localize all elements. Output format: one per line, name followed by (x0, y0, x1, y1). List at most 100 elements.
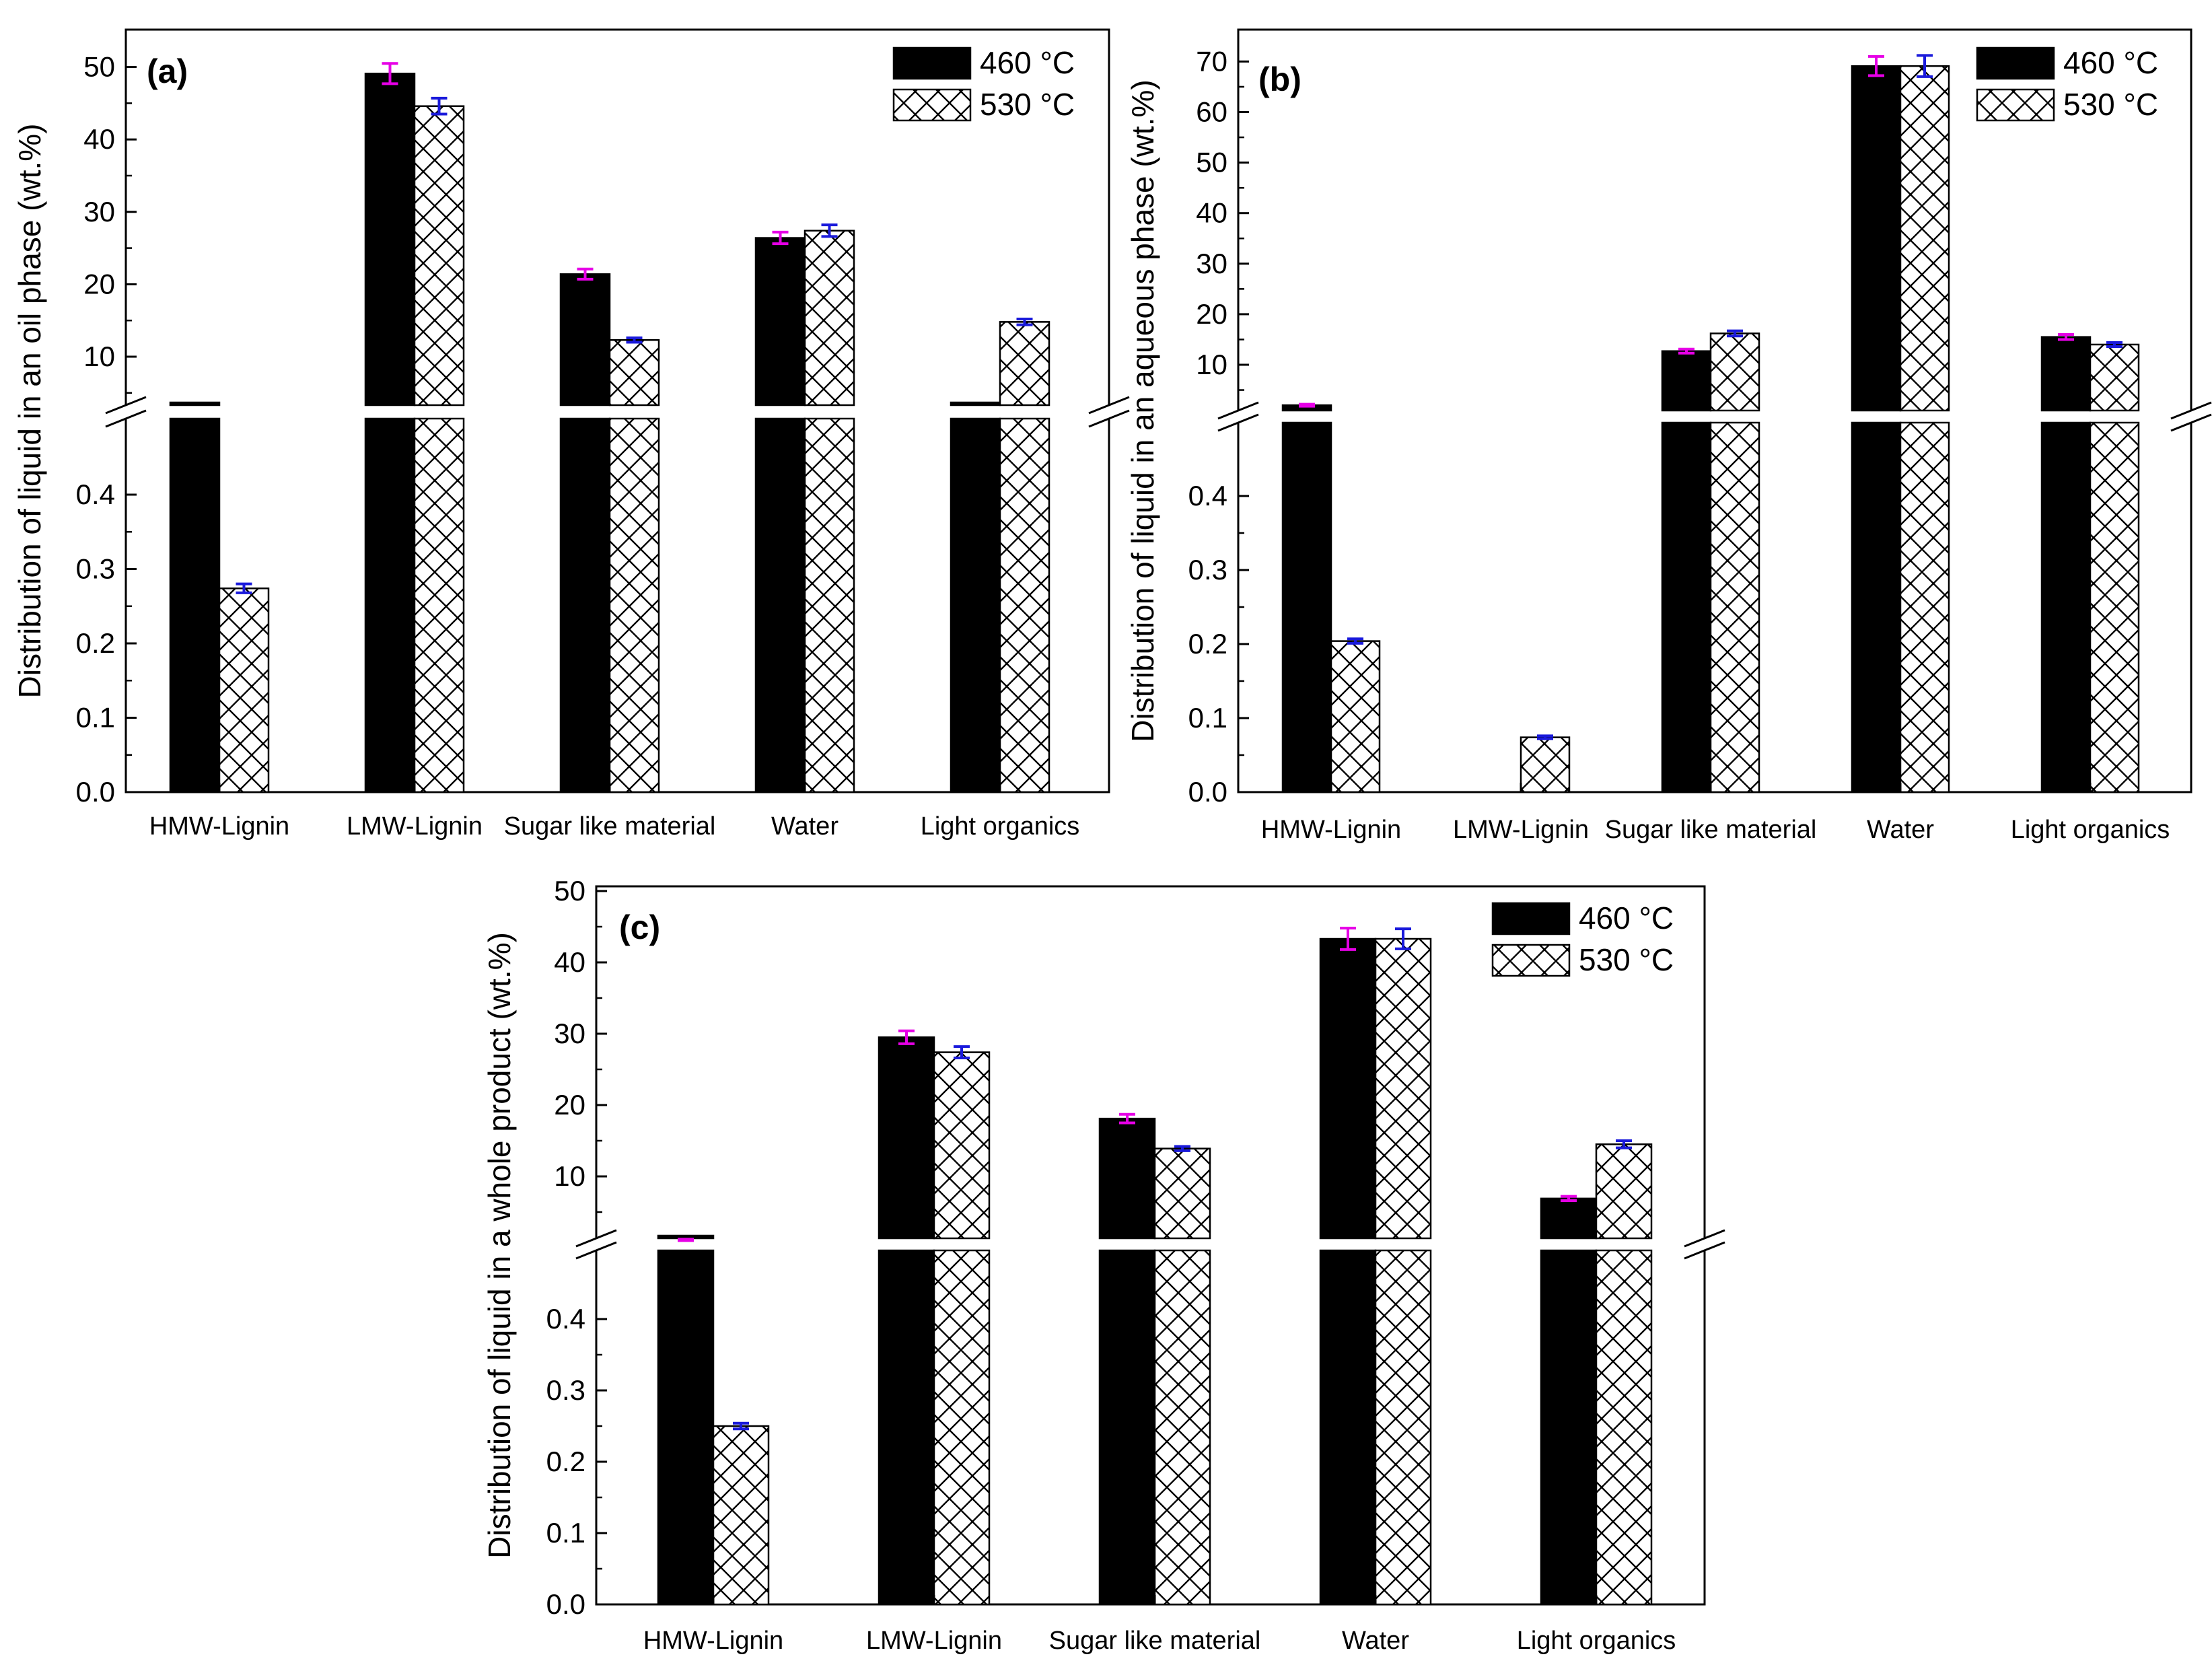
y-tick-label: 40 (83, 123, 115, 155)
category-label: HMW-Lignin (149, 812, 289, 841)
error-bar-460-sugar-like-material (577, 267, 594, 281)
bar-460-sugar-like-material-lower (1098, 1249, 1156, 1606)
y-tick-label: 0.4 (546, 1303, 585, 1335)
bar-530-sugar-like-material-lower (1709, 421, 1760, 793)
error-bar-460-sugar-like-material (1119, 1112, 1135, 1125)
y-tick-label: 0.0 (1188, 776, 1227, 808)
legend-swatch-460 (1491, 902, 1571, 935)
bar-460-hmw-lignin-lower (169, 417, 221, 793)
y-tick-label: 70 (1196, 45, 1227, 77)
y-tick-label: 20 (1196, 298, 1227, 330)
bar-530-hmw-lignin (712, 1425, 770, 1606)
bar-530-lmw-lignin (413, 105, 465, 406)
bar-530-lmw-lignin (1520, 736, 1571, 793)
error-bar-530-sugar-like-material (626, 336, 643, 344)
error-bar-530-water (821, 223, 838, 238)
legend: 460 °C 530 °C (1976, 45, 2158, 122)
y-tick-label: 30 (83, 196, 115, 227)
bar-460-lmw-lignin (364, 73, 416, 406)
legend-label-530: 530 °C (1579, 942, 1674, 977)
y-tick-label: 50 (1196, 147, 1227, 178)
category-label: Sugar like material (1049, 1627, 1261, 1655)
bar-530-water (804, 229, 855, 406)
y-tick-label: 10 (554, 1160, 585, 1192)
category-label: Sugar like material (1605, 816, 1817, 844)
error-bar-460-light-organics (1561, 1195, 1577, 1203)
y-tick-label: 0.2 (546, 1446, 585, 1477)
category-label: Water (1342, 1627, 1409, 1655)
y-axis-title: Distribution of liquid in an aqueous pha… (1125, 79, 1160, 742)
legend-label-460: 460 °C (2063, 45, 2158, 80)
category-label: LMW-Lignin (866, 1627, 1002, 1655)
break-slash (575, 1241, 617, 1260)
y-tick-label: 50 (83, 51, 115, 83)
bar-530-light-organics-lower (1595, 1249, 1653, 1606)
bar-530-water-lower (1374, 1249, 1432, 1606)
error-bar-460-lmw-lignin (382, 62, 398, 85)
bar-530-light-organics-lower (2089, 421, 2140, 793)
bar-460-light-organics (2040, 336, 2092, 412)
error-bar-530-hmw-lignin (733, 1421, 749, 1431)
legend-label-460: 460 °C (980, 45, 1075, 80)
legend-swatch-530 (1491, 944, 1571, 977)
y-tick-label: 0.0 (76, 776, 115, 808)
error-bar-530-light-organics (1016, 318, 1033, 326)
error-bar-530-lmw-lignin (954, 1045, 970, 1060)
break-slash (105, 409, 147, 428)
legend-label-530: 530 °C (2063, 87, 2158, 122)
axis-break-mark-right (1684, 1229, 1725, 1260)
bar-530-water (1374, 937, 1432, 1240)
y-tick-label: 40 (554, 946, 585, 978)
category-label: LMW-Lignin (347, 812, 483, 841)
error-bar-530-sugar-like-material (1727, 329, 1743, 338)
legend-label-530: 530 °C (980, 87, 1075, 122)
error-bar-460-sugar-like-material (1678, 347, 1694, 355)
break-slash (2170, 401, 2212, 420)
y-tick-label: 10 (83, 341, 115, 372)
bar-530-hmw-lignin (218, 587, 270, 793)
bar-530-water (1899, 65, 1950, 412)
bar-460-light-organics-lower (2040, 421, 2092, 793)
axis-break-mark-right (2170, 401, 2212, 432)
bar-460-water (1319, 937, 1377, 1240)
y-axis-title: Distribution of liquid in an oil phase (… (12, 124, 47, 699)
y-tick-label: 30 (554, 1018, 585, 1049)
bar-460-water-lower (1319, 1249, 1377, 1606)
panel-tag: (a) (147, 52, 188, 90)
bar-530-lmw-lignin (933, 1051, 991, 1240)
break-slash (105, 396, 147, 415)
bar-460-light-organics (950, 401, 1001, 406)
error-bar-460-hmw-lignin (1299, 402, 1315, 408)
break-slash (1684, 1241, 1725, 1260)
break-slash (1217, 401, 1259, 420)
bar-530-light-organics (2089, 343, 2140, 412)
axis-break-mark-left (105, 396, 147, 428)
bar-460-sugar-like-material (559, 273, 611, 406)
panel-tag: (c) (619, 909, 660, 946)
y-tick-label: 0.0 (546, 1588, 585, 1620)
legend-swatch-530 (1976, 88, 2055, 122)
y-tick-label: 0.4 (76, 478, 115, 510)
bar-460-sugar-like-material (1661, 350, 1712, 412)
error-bar-530-lmw-lignin (1537, 734, 1553, 740)
bar-460-hmw-lignin-lower (1281, 421, 1332, 793)
bar-460-water-lower (754, 417, 806, 793)
y-tick-label: 20 (554, 1089, 585, 1121)
axis-break-mark-left (1217, 401, 1259, 432)
legend-label-460: 460 °C (1579, 900, 1674, 935)
bar-460-hmw-lignin (169, 401, 221, 406)
axis-break-mark-left (575, 1229, 617, 1260)
y-tick-label: 40 (1196, 197, 1227, 229)
bar-460-lmw-lignin-lower (364, 417, 416, 793)
error-bar-530-water (1395, 927, 1411, 950)
error-bar-460-light-organics (2058, 332, 2074, 341)
error-bar-530-light-organics (2106, 341, 2122, 348)
bar-530-sugar-like-material (1709, 332, 1760, 412)
legend: 460 °C 530 °C (1491, 900, 1674, 977)
y-tick-label: 30 (1196, 248, 1227, 279)
bar-460-hmw-lignin-lower (657, 1249, 715, 1606)
axis-break-mark-right (1088, 396, 1130, 428)
y-tick-label: 0.3 (76, 553, 115, 585)
y-tick-label: 0.3 (546, 1374, 585, 1406)
